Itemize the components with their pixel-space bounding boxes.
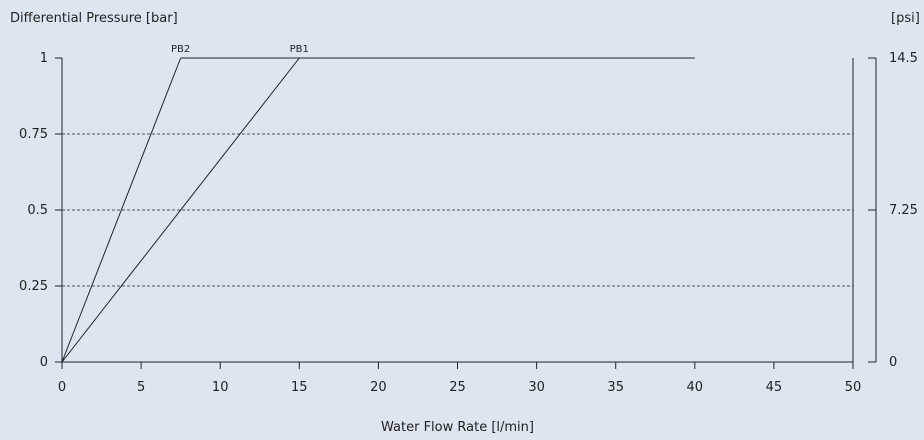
y-right-tick-label: 7.25 — [889, 203, 918, 218]
y-tick-label: 0 — [40, 355, 48, 370]
x-tick-label: 0 — [58, 380, 66, 395]
y-tick-label: 1 — [40, 51, 48, 66]
x-tick-label: 35 — [607, 380, 624, 395]
x-tick-label: 5 — [137, 380, 145, 395]
series-line-pb2 — [61, 57, 182, 363]
x-tick-label: 40 — [687, 380, 704, 395]
y-right-tick-label: 0 — [889, 355, 897, 370]
x-tick-label: 10 — [212, 380, 229, 395]
x-tick-label: 20 — [370, 380, 387, 395]
x-tick-label: 25 — [449, 380, 466, 395]
x-tick-label: 30 — [528, 380, 545, 395]
y-right-tick-label: 14.5 — [889, 51, 918, 66]
y-tick-label: 0.75 — [19, 127, 48, 142]
series-label-pb1: PB1 — [290, 44, 309, 55]
x-tick-label: 45 — [766, 380, 783, 395]
series-label-pb2: PB2 — [171, 44, 190, 55]
y-axis-title: Differential Pressure [bar] — [10, 11, 178, 26]
y-tick-label: 0.25 — [19, 279, 48, 294]
x-axis-title: Water Flow Rate [l/min] — [381, 420, 534, 435]
series-line-pb1 — [61, 57, 300, 363]
x-tick-label: 15 — [291, 380, 308, 395]
y-tick-label: 0.5 — [27, 203, 48, 218]
y-right-axis-title: [psi] — [891, 11, 920, 26]
x-tick-label: 50 — [845, 380, 862, 395]
